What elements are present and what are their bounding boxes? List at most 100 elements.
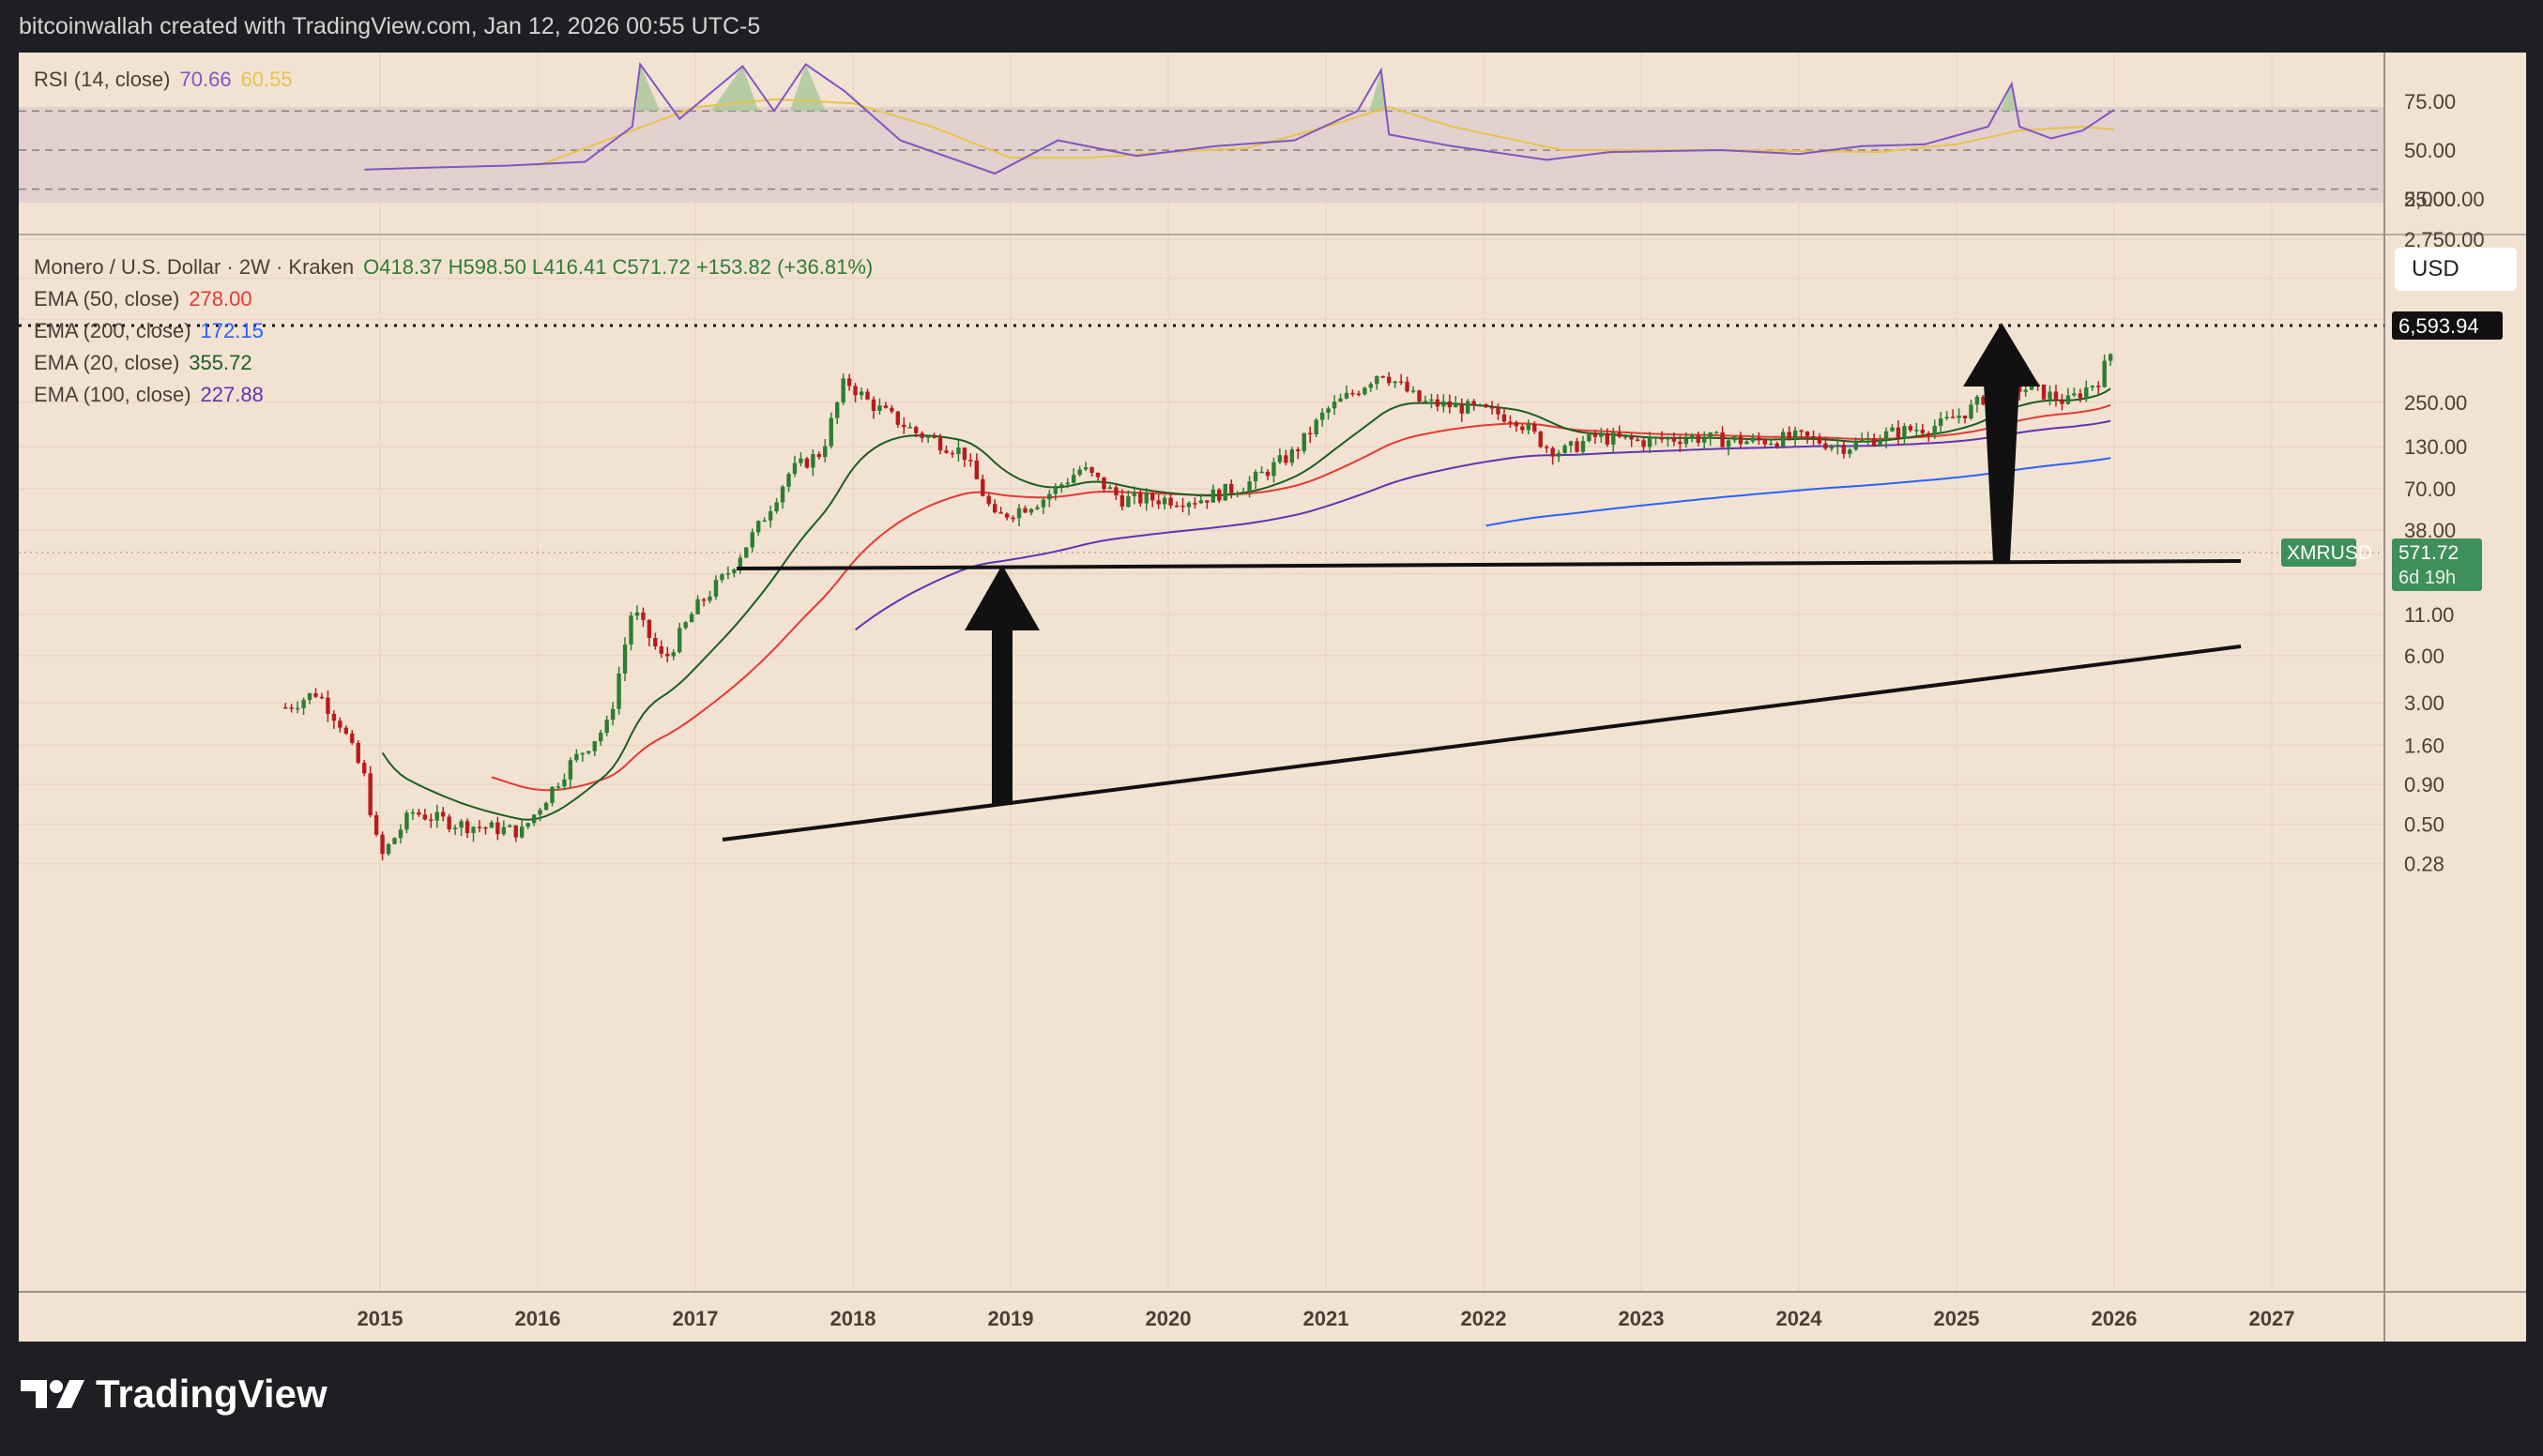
candle-body — [1896, 427, 1901, 438]
candle-body — [804, 458, 810, 468]
candle-body — [1829, 446, 1835, 449]
candle-body — [1666, 437, 1670, 440]
year-tick-label: 2017 — [673, 1307, 719, 1330]
rsi-overbought-area — [636, 64, 661, 112]
ema-20-line — [381, 387, 2111, 821]
price-tick-label: 38.00 — [2404, 519, 2456, 542]
candle-body — [331, 713, 337, 721]
price-tick-label: 1.60 — [2404, 734, 2444, 757]
symbol-legend[interactable]: Monero / U.S. Dollar · 2W · Kraken O418.3… — [34, 255, 873, 280]
candle-body — [1180, 505, 1185, 508]
ema-legend-value: 278.00 — [189, 287, 252, 311]
candle-body — [1792, 430, 1798, 439]
candle-body — [2041, 384, 2047, 400]
price-tick-label: 6.00 — [2404, 645, 2444, 668]
candle-body — [768, 511, 773, 521]
ema-legend-row[interactable]: EMA (50, close) 278.00 — [34, 287, 252, 311]
ema-legend-label: EMA (50, close) — [34, 287, 180, 311]
candle-body — [599, 733, 603, 742]
currency-button[interactable]: USD — [2395, 248, 2517, 291]
candle-body — [319, 696, 325, 699]
candle-body — [373, 815, 379, 835]
ema-legend-row[interactable]: EMA (100, close) 227.88 — [34, 383, 264, 407]
candle-body — [1750, 437, 1756, 442]
candle-body — [1732, 436, 1737, 441]
candle-body — [477, 827, 482, 828]
candle-body — [1556, 452, 1561, 457]
candle-body — [981, 478, 985, 496]
candle-body — [1939, 417, 1943, 426]
rsi-legend[interactable]: RSI (14, close) 70.66 60.55 — [34, 68, 293, 92]
candle-body — [1920, 430, 1926, 433]
candle-body — [799, 458, 803, 463]
candle-body — [1883, 431, 1889, 441]
candle-body — [1611, 432, 1616, 445]
year-tick-label: 2023 — [1619, 1307, 1665, 1330]
rsi-ma-line — [537, 98, 2115, 167]
candle-body — [398, 829, 404, 839]
candle-body — [974, 460, 980, 479]
candle-body — [1429, 399, 1434, 402]
year-tick-label: 2027 — [2249, 1307, 2295, 1330]
candle-body — [343, 727, 349, 734]
candle-body — [1072, 475, 1076, 483]
ema-legend-row[interactable]: EMA (20, close) 355.72 — [34, 351, 252, 375]
candle-body — [495, 822, 500, 835]
ema-legend-row[interactable]: EMA (200, close) 172.15 — [34, 319, 264, 343]
price-tag-countdown: 6d 19h — [2398, 568, 2456, 588]
candle-body — [1417, 390, 1422, 402]
candle-body — [725, 573, 731, 575]
candle-body — [641, 612, 646, 620]
price-tick-label: 11.00 — [2404, 603, 2454, 627]
candle-body — [1841, 445, 1847, 454]
candle-body — [1308, 432, 1313, 435]
candle-body — [1028, 508, 1034, 513]
candle-body — [877, 405, 882, 412]
candle-body — [1787, 432, 1791, 439]
candle-body — [853, 386, 858, 396]
candle-body — [1259, 471, 1264, 474]
chart-background — [19, 53, 2526, 1342]
candle-body — [1393, 381, 1397, 384]
candle-body — [1041, 499, 1046, 508]
resistance-line[interactable] — [736, 559, 2242, 570]
candle-body — [622, 645, 628, 674]
candle-body — [471, 827, 476, 834]
candle-body — [1284, 455, 1288, 463]
candle-body — [525, 823, 530, 827]
candle-body — [1338, 398, 1343, 402]
price-tick-label: 2,750.00 — [2404, 228, 2485, 251]
ohlc-values: O418.37 H598.50 L416.41 C571.72 +153.82 … — [363, 255, 874, 279]
candle-body — [1198, 500, 1204, 504]
price-tick-label: 0.28 — [2404, 853, 2444, 876]
candle-body — [1568, 441, 1574, 446]
candle-body — [1326, 408, 1331, 413]
candle-body — [1089, 467, 1094, 473]
candle-body — [835, 402, 840, 418]
candle-body — [1501, 414, 1507, 422]
candle-body — [762, 520, 767, 523]
ema-legend-value: 227.88 — [200, 383, 264, 406]
candle-body — [313, 693, 318, 697]
candle-body — [1277, 455, 1283, 463]
target-arrow — [1963, 323, 2040, 561]
rising-support-line[interactable] — [722, 645, 2242, 842]
candle-body — [1653, 437, 1658, 439]
candle-body — [1144, 493, 1149, 504]
candle-body — [295, 707, 300, 710]
rsi-line — [364, 61, 2115, 175]
year-tick-label: 2024 — [1776, 1307, 1823, 1330]
price-tick-label: 0.50 — [2404, 813, 2444, 837]
candle-body — [417, 811, 421, 815]
tradingview-logo[interactable]: TradingView — [19, 1372, 327, 1417]
candle-body — [380, 834, 385, 855]
candle-body — [1174, 505, 1180, 508]
candle-body — [859, 391, 864, 396]
candle-body — [1095, 472, 1101, 478]
candle-body — [846, 378, 852, 387]
candle-body — [1083, 467, 1089, 470]
rsi-tick-label: 75.00 — [2404, 90, 2456, 114]
candle-body — [422, 814, 428, 820]
candle-body — [489, 822, 495, 828]
